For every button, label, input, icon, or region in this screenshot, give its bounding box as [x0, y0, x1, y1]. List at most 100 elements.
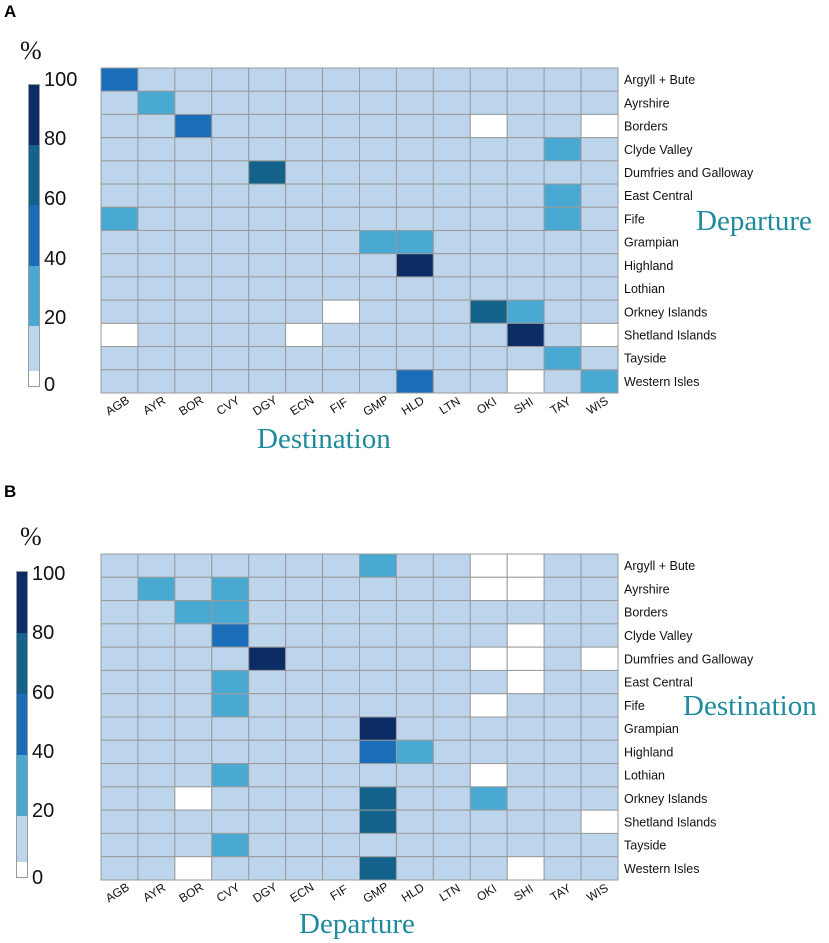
heat-cell [100, 576, 139, 602]
heat-cell [174, 693, 213, 718]
heat-cell [174, 553, 213, 578]
colorbar-b-tick-100: 100 [32, 563, 66, 585]
heatmap-a: Argyll + Bute Ayrshire Borders Clyde Valley… [100, 67, 754, 419]
heat-cell [543, 786, 582, 811]
heat-cell [322, 786, 361, 811]
heat-cell [469, 716, 508, 741]
heat-cell [469, 646, 508, 671]
colorbar-b-tick-40: 40 [32, 741, 55, 763]
heat-cell [469, 623, 508, 648]
colorbar-segment [29, 265, 39, 326]
heat-cell [322, 763, 361, 788]
colorbar-b-tick-60: 60 [32, 682, 55, 704]
heat-cell [432, 739, 471, 765]
heat-cell [211, 763, 250, 788]
colorbar-segment [17, 633, 27, 694]
heat-cell [211, 623, 250, 648]
heat-cell [211, 786, 250, 811]
colorbar-a-tick-80: 80 [44, 128, 67, 150]
heat-cell [137, 739, 176, 765]
heat-cell [248, 669, 287, 695]
heat-cell [543, 716, 582, 741]
heat-cell [359, 809, 397, 834]
heat-cell [469, 739, 508, 765]
heat-cell [506, 739, 545, 765]
heat-cell [506, 716, 545, 741]
heat-cell [211, 693, 250, 718]
heat-cell [506, 786, 545, 811]
heat-cell [506, 669, 545, 695]
heat-cell [100, 600, 139, 625]
colorbar-a-tick-40: 40 [44, 248, 67, 270]
heat-cell [285, 576, 324, 602]
heat-cell [580, 786, 619, 811]
colorbar-b [16, 571, 28, 878]
heat-cell [322, 553, 361, 578]
heat-cell [174, 832, 213, 858]
heat-cell [211, 832, 250, 858]
heat-cell [248, 739, 287, 765]
heat-cell [359, 693, 397, 718]
heat-cell [322, 809, 361, 834]
colorbar-segment [17, 755, 27, 816]
heat-cell [543, 600, 582, 625]
heat-cell [395, 646, 434, 671]
x-axis-title-b: Departure [299, 908, 415, 940]
heat-cell [322, 576, 361, 602]
y-tick-label: Western Isles [624, 862, 700, 876]
heat-cell [395, 739, 434, 765]
x-tick-label: WIS [584, 881, 611, 905]
heat-cell [543, 763, 582, 788]
colorbar-segment [29, 370, 39, 386]
heat-cell [100, 693, 139, 718]
heat-cell [469, 786, 508, 811]
heat-cell [359, 553, 397, 578]
heat-cell [543, 553, 582, 578]
x-tick-label: OKI [474, 881, 499, 904]
heat-cell [580, 809, 619, 834]
heat-cell [580, 716, 619, 741]
heat-cell [248, 786, 287, 811]
colorbar-segment [17, 694, 27, 755]
heat-cell [395, 553, 434, 578]
heat-cell [432, 856, 471, 881]
heat-cell [432, 623, 471, 648]
heat-cell [100, 623, 139, 648]
heat-cell [211, 809, 250, 834]
heat-cell [211, 739, 250, 765]
heat-cell [506, 553, 545, 578]
y-tick-label: Tayside [624, 352, 666, 366]
heat-cell [580, 763, 619, 788]
heat-cell [395, 832, 434, 858]
heat-cell [395, 576, 434, 602]
x-tick-label: HLD [399, 880, 427, 905]
heat-cell [432, 786, 471, 811]
heat-cell [469, 600, 508, 625]
heat-cell [285, 856, 324, 881]
heat-cell [322, 693, 361, 718]
heat-cell [285, 739, 324, 765]
heat-cell [248, 576, 287, 602]
y-tick-label: Shetland Islands [624, 815, 716, 829]
heat-cell [359, 739, 397, 765]
y-tick-label: Clyde Valley [624, 143, 693, 157]
colorbar-a-tick-60: 60 [44, 188, 67, 210]
heat-cell [285, 600, 324, 625]
heat-cell [322, 623, 361, 648]
heat-cell [469, 856, 508, 881]
heat-cell [285, 786, 324, 811]
heat-cell [359, 669, 397, 695]
y-tick-label: Argyll + Bute [624, 559, 695, 573]
heat-cell [506, 600, 545, 625]
colorbar-b-tick-0: 0 [32, 867, 44, 889]
heat-cell [100, 856, 139, 881]
heat-cell [359, 576, 397, 602]
heat-cell [506, 763, 545, 788]
heat-cell [543, 669, 582, 695]
heat-cell [100, 646, 139, 671]
heat-cell [137, 786, 176, 811]
heat-cell [432, 832, 471, 858]
heat-cell [580, 646, 619, 671]
heat-cell [285, 623, 324, 648]
y-tick-label: Grampian [624, 722, 679, 736]
